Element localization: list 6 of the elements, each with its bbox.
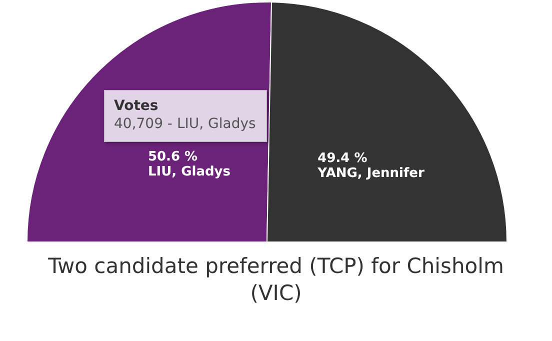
tooltip-box: Votes 40,709 - LIU, Gladys [104, 90, 267, 142]
data-label: 50.6 % [148, 149, 198, 164]
text: Two candidate preferred (TCP) for Chisholm (VIC) [47, 254, 504, 305]
data-label: 49.4 % [318, 150, 368, 166]
slice-label: YANG, Jennifer [316, 166, 425, 181]
slice-label: LIU, Gladys [148, 164, 231, 180]
